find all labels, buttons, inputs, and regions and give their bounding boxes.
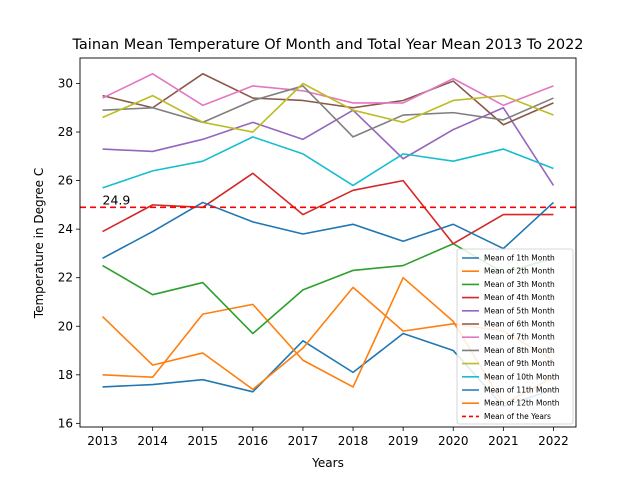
x-tick-label: 2022: [538, 434, 569, 448]
x-tick-label: 2015: [187, 434, 218, 448]
axes-frame: [79, 57, 577, 428]
legend-label: Mean of 5th Month: [484, 306, 555, 315]
legend-label: Mean of 11th Month: [484, 386, 560, 395]
x-tick-label: 2019: [388, 434, 419, 448]
y-tick-label: 16: [58, 416, 73, 430]
plot-area: 2013 2014 2015 2016 2017 2018 2019 2020 2021 2022…: [58, 72, 576, 448]
series-line-month-6: [102, 72, 554, 126]
x-tick-label: 2018: [338, 434, 369, 448]
chart-title: Tainan Mean Temperature Of Month and Tot…: [71, 37, 583, 53]
series-line-month-5: [102, 106, 555, 186]
series-line-month-11: [102, 201, 554, 259]
x-tick-label: 2014: [137, 434, 168, 448]
x-tick-label: 2020: [438, 434, 469, 448]
series-line-month-9: [102, 82, 554, 133]
y-tick-label: 24: [58, 222, 73, 236]
legend-label: Mean of the Years: [484, 412, 551, 421]
series-line-month-8: [102, 85, 554, 138]
x-tick-label: 2021: [488, 434, 519, 448]
y-tick-label: 26: [58, 174, 73, 188]
legend-label: Mean of 12th Month: [484, 399, 560, 408]
legend-label: Mean of 1th Month: [484, 254, 555, 263]
legend-label: Mean of 6th Month: [484, 320, 555, 329]
legend-label: Mean of 3th Month: [484, 280, 555, 289]
legend: Mean of 1th Month Mean of 2th Month Mean o…: [456, 248, 574, 425]
legend-label: Mean of 7th Month: [484, 333, 555, 342]
x-tick-label: 2017: [288, 434, 319, 448]
legend-label: Mean of 4th Month: [484, 293, 555, 302]
y-tick-label: 20: [58, 319, 73, 333]
mean-line-label: 24.9: [103, 192, 131, 207]
series-line-month-10: [102, 136, 554, 189]
series-line-month-4: [102, 172, 554, 245]
legend-label: Mean of 9th Month: [484, 359, 555, 368]
x-axis-label: Years: [311, 456, 344, 470]
legend-label: Mean of 10th Month: [484, 372, 560, 381]
y-tick-label: 22: [58, 271, 73, 285]
y-axis-label: Temperature in Degree C: [32, 168, 46, 319]
y-tick-label: 30: [58, 76, 73, 90]
y-tick-label: 18: [58, 368, 73, 382]
x-tick-label: 2016: [238, 434, 269, 448]
legend-box: [456, 248, 574, 425]
x-tick-label: 2013: [87, 434, 118, 448]
y-tick-label: 28: [58, 125, 73, 139]
legend-label: Mean of 8th Month: [484, 346, 555, 355]
legend-label: Mean of 2th Month: [484, 267, 555, 276]
